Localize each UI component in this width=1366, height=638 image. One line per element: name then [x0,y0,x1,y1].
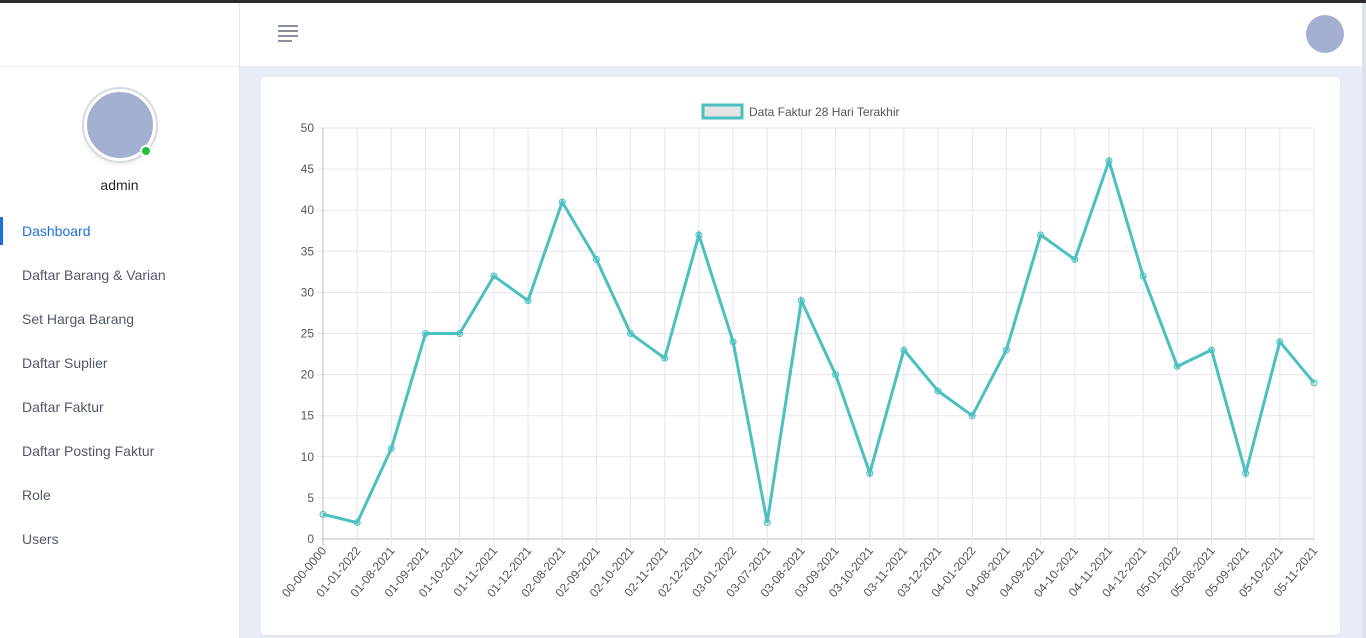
y-tick-label: 35 [301,244,315,258]
user-profile: admin [0,67,239,193]
data-point [524,297,532,305]
data-point [1037,231,1045,239]
y-tick-label: 15 [301,409,315,423]
username: admin [100,177,139,193]
data-point [422,330,430,337]
sidebar-item-users[interactable]: Users [22,531,59,547]
data-point [319,510,327,518]
data-point [763,519,771,527]
data-point [1071,256,1079,264]
legend-swatch [701,103,744,120]
sidebar-item-daftar-faktur[interactable]: Daftar Faktur [22,399,104,415]
y-tick-label: 10 [301,450,315,464]
data-point [968,412,976,420]
legend-label: Data Faktur 28 Hari Terakhir [749,105,900,119]
sidebar-item-role[interactable]: Role [22,487,51,503]
scrollbar[interactable] [1362,3,1366,638]
y-tick-label: 50 [301,121,315,135]
data-point [661,354,669,362]
menu-toggle-icon[interactable] [278,25,302,45]
data-point [934,387,942,395]
y-tick-label: 40 [301,203,315,217]
data-point [1173,362,1181,370]
data-point [456,330,464,337]
line-chart: 0510152025303540455000-00-000001-01-2022… [279,103,1321,600]
data-point [866,469,874,477]
data-point [797,297,805,305]
sidebar-nav: Dashboard Daftar Barang & Varian Set Har… [0,209,239,561]
data-point [627,330,635,337]
sidebar-item-daftar-posting-faktur[interactable]: Daftar Posting Faktur [22,443,155,459]
data-point [1002,346,1010,354]
sidebar: admin Dashboard Daftar Barang & Varian S… [0,3,240,638]
y-tick-label: 25 [301,327,315,341]
data-point [695,231,703,239]
sidebar-item-daftar-suplier[interactable]: Daftar Suplier [22,355,108,371]
data-point [1242,469,1250,477]
sidebar-item-dashboard[interactable]: Dashboard [0,209,239,253]
data-point [490,272,498,280]
y-tick-label: 0 [307,532,314,546]
data-point [1276,338,1284,346]
data-point [558,198,566,206]
data-point [353,519,361,527]
data-point [729,338,737,346]
brand-area [0,3,239,67]
chart-card: 0 5 10 15 20 25 30 35 40 45 50 00-00-0000 01-01-2022… [261,77,1340,635]
data-point [900,346,908,354]
series-line [322,155,1316,525]
sidebar-item-set-harga-barang[interactable]: Set Harga Barang [22,311,135,327]
top-border [0,0,1366,3]
y-tick-label: 30 [301,285,315,299]
user-avatar-button[interactable] [1306,15,1344,53]
y-tick-label: 45 [301,162,315,176]
avatar[interactable] [83,89,156,161]
data-point [1105,157,1113,165]
data-point [1139,272,1147,280]
y-tick-label: 5 [307,491,314,505]
data-point [592,256,600,264]
y-tick-label: 20 [301,368,315,382]
top-header [240,3,1362,66]
data-point [832,371,840,379]
data-point [1207,346,1215,354]
sidebar-item-daftar-barang-varian[interactable]: Daftar Barang & Varian [22,267,166,283]
data-point [1310,379,1318,387]
online-status-icon [139,145,152,157]
data-point [387,445,395,453]
